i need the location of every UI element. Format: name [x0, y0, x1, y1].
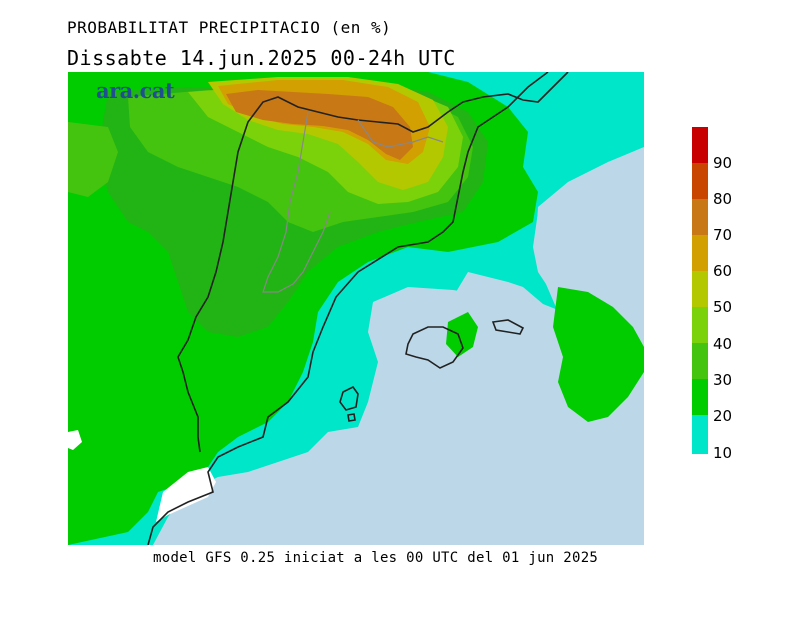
- legend-label-30: 30: [713, 371, 733, 389]
- region-border-east: [357, 119, 444, 148]
- ara-logo: ara.cat: [96, 78, 175, 103]
- legend-swatch-80: [692, 199, 708, 235]
- legend-label-90: 90: [713, 154, 733, 172]
- legend-colorbar: [692, 127, 708, 454]
- island-formentera: [347, 413, 356, 422]
- island-menorca: [491, 319, 525, 335]
- legend-swatch-60: [692, 271, 708, 307]
- coastline: [147, 72, 549, 545]
- green-patch-sea: [446, 312, 478, 357]
- legend-label-50: 50: [713, 298, 733, 316]
- map-canvas: [68, 72, 644, 545]
- legend-label-60: 60: [713, 262, 733, 280]
- legend-swatch-40: [692, 343, 708, 379]
- chart-title: PROBABILITAT PRECIPITACIO (en %): [67, 18, 392, 37]
- green-spot-30: [218, 297, 258, 334]
- green-patch-east: [553, 287, 644, 422]
- legend-swatch-100: [692, 127, 708, 163]
- legend-label-20: 20: [713, 407, 733, 425]
- legend-label-70: 70: [713, 226, 733, 244]
- legend-swatch-70: [692, 235, 708, 271]
- precipitation-map: [68, 72, 644, 545]
- region-border: [262, 111, 331, 293]
- region-border-layer: [262, 111, 444, 293]
- model-footer: model GFS 0.25 iniciat a les 00 UTC del …: [153, 550, 599, 566]
- no-data-area: [156, 467, 216, 522]
- legend-swatch-20: [692, 415, 708, 454]
- border-line: [177, 72, 569, 453]
- legend-swatch-50: [692, 307, 708, 343]
- green-coast-strip: [68, 392, 118, 502]
- sea-east-low: [536, 147, 644, 332]
- legend-label-40: 40: [713, 335, 733, 353]
- orange-area-80: [226, 90, 413, 160]
- legend-label-10: 10: [713, 444, 733, 462]
- coastline-layer: [147, 72, 569, 545]
- sea-low-prob-lobe: [418, 272, 548, 382]
- no-data-spot: [68, 430, 82, 450]
- legend-swatch-30: [692, 379, 708, 415]
- island-mallorca: [405, 326, 464, 369]
- date-subtitle: Dissabte 14.jun.2025 00-24h UTC: [67, 46, 456, 70]
- legend-swatch-90: [692, 163, 708, 199]
- green-area-40-west: [68, 122, 118, 197]
- legend-label-80: 80: [713, 190, 733, 208]
- sea-low-prob-area: [153, 152, 644, 545]
- island-ibiza: [339, 385, 359, 411]
